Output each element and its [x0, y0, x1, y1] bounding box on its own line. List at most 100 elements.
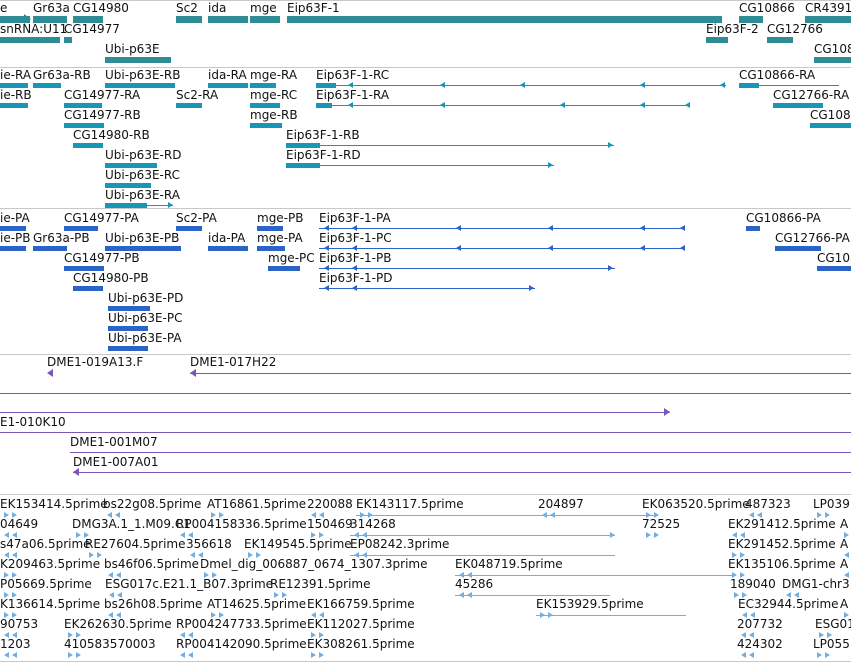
proteins-label[interactable]: mge-PB — [257, 211, 304, 225]
transcripts-feature[interactable] — [105, 183, 151, 188]
proteins-feature[interactable] — [0, 226, 26, 231]
proteins-feature[interactable] — [73, 286, 103, 291]
transcripts-feature[interactable] — [64, 123, 104, 128]
transcripts-feature[interactable] — [105, 203, 147, 208]
ests-label[interactable]: bs46f06.5prime — [104, 557, 200, 571]
ests-label[interactable]: EK291452.5prime — [728, 537, 836, 551]
transcripts-label[interactable]: mge-RB — [250, 108, 298, 122]
transcripts-label[interactable]: mge-RA — [250, 68, 298, 82]
proteins-feature[interactable] — [33, 246, 67, 251]
proteins-label[interactable]: CG14977-PA — [64, 211, 139, 225]
ests-label[interactable]: 150469 — [307, 517, 353, 531]
transcripts-label[interactable]: Eip63F-1-RC — [316, 68, 390, 82]
ests-label[interactable]: 487323 — [745, 497, 791, 511]
ests-label[interactable]: ESG017c.E21.1_B07.3prime — [105, 577, 274, 591]
ests-label[interactable]: RP004247733.5prime — [176, 617, 307, 631]
ests-label[interactable]: Dmel_dig_006887_0674_1307.3prime — [200, 557, 428, 571]
ests-label[interactable]: A — [840, 537, 849, 551]
ests-label[interactable]: EK112027.5prime — [307, 617, 415, 631]
ests-label[interactable]: EK048719.5prime — [455, 557, 563, 571]
ests-label[interactable]: EK308261.5prime — [307, 637, 415, 651]
transcripts-feature[interactable] — [208, 83, 248, 88]
transcripts-label[interactable]: Eip63F-1-RA — [316, 88, 390, 102]
genes-label[interactable]: mge — [250, 1, 277, 15]
proteins-feature[interactable] — [108, 346, 148, 351]
genes-feature[interactable] — [176, 16, 202, 23]
proteins-label[interactable]: CG108 — [817, 251, 851, 265]
proteins-label[interactable]: Eip63F-1-PD — [319, 271, 393, 285]
ests-label[interactable]: P05669.5prime — [0, 577, 92, 591]
genes-label[interactable]: CR4391 — [805, 1, 851, 15]
genes-label[interactable]: Ubi-p63E — [105, 42, 160, 56]
ests-label[interactable]: DMG1-chr3 — [782, 577, 850, 591]
ests-label[interactable]: 04649 — [0, 517, 39, 531]
ests-label[interactable]: EK143117.5prime — [356, 497, 464, 511]
genes-feature[interactable] — [64, 37, 72, 43]
ests-label[interactable]: EK262630.5prime — [64, 617, 172, 631]
ests-label[interactable]: EK135106.5prime — [728, 557, 836, 571]
genes-feature[interactable] — [73, 16, 103, 23]
transcripts-feature[interactable] — [250, 123, 282, 128]
genes-label[interactable]: ida — [208, 1, 227, 15]
proteins-label[interactable]: Ubi-p63E-PA — [108, 331, 182, 345]
ests-label[interactable]: EC32944.5prime — [738, 597, 839, 611]
ests-label[interactable]: RP004142090.5prime — [176, 637, 307, 651]
ests-label[interactable]: 314268 — [350, 517, 396, 531]
proteins-feature[interactable] — [64, 266, 104, 271]
proteins-label[interactable]: mge-PA — [257, 231, 303, 245]
proteins-label[interactable]: Sc2-PA — [176, 211, 217, 225]
ests-label[interactable]: EP08242.3prime — [350, 537, 450, 551]
genes-label[interactable]: Eip63F-2 — [706, 22, 759, 36]
genes-feature[interactable] — [814, 57, 851, 63]
proteins-feature[interactable] — [64, 226, 98, 231]
ests-label[interactable]: K209463.5prime — [0, 557, 101, 571]
proteins-feature[interactable] — [108, 306, 150, 311]
clones-label[interactable]: E1-010K10 — [0, 415, 66, 429]
proteins-feature[interactable] — [746, 226, 760, 231]
ests-label[interactable]: 356618 — [186, 537, 232, 551]
transcripts-feature[interactable] — [64, 103, 102, 108]
transcripts-feature[interactable] — [105, 83, 175, 88]
proteins-feature[interactable] — [105, 246, 181, 251]
proteins-label[interactable]: Gr63a-PB — [33, 231, 90, 245]
ests-label[interactable]: 410583570003 — [64, 637, 156, 651]
ests-label[interactable]: A — [840, 597, 849, 611]
genes-label[interactable]: CG10866 — [739, 1, 795, 15]
transcripts-feature[interactable] — [73, 143, 103, 148]
genes-feature[interactable] — [0, 37, 60, 43]
transcripts-label[interactable]: Ubi-p63E-RB — [105, 68, 181, 82]
proteins-label[interactable]: Ubi-p63E-PD — [108, 291, 184, 305]
transcripts-feature[interactable] — [316, 103, 332, 108]
transcripts-label[interactable]: Ubi-p63E-RA — [105, 188, 180, 202]
genes-feature[interactable] — [739, 16, 763, 23]
transcripts-label[interactable]: Ubi-p63E-RD — [105, 148, 182, 162]
ests-label[interactable]: bs26h08.5prime — [104, 597, 203, 611]
transcripts-label[interactable]: ida-RA — [208, 68, 247, 82]
genes-feature[interactable] — [105, 57, 171, 63]
genes-label[interactable]: Eip63F-1 — [287, 1, 340, 15]
ests-label[interactable]: 424302 — [737, 637, 783, 651]
transcripts-label[interactable]: CG10866-RA — [739, 68, 816, 82]
ests-label[interactable]: EK153929.5prime — [536, 597, 644, 611]
ests-label[interactable]: 90753 — [0, 617, 39, 631]
genes-feature[interactable] — [0, 16, 30, 23]
proteins-label[interactable]: CG14980-PB — [73, 271, 149, 285]
proteins-label[interactable]: ie-PA — [0, 211, 30, 225]
proteins-feature[interactable] — [0, 246, 26, 251]
transcripts-label[interactable]: Sc2-RA — [176, 88, 219, 102]
ests-label[interactable]: LP055 — [813, 637, 850, 651]
ests-label[interactable]: RE27604.5prime — [85, 537, 186, 551]
ests-label[interactable]: 72525 — [642, 517, 681, 531]
ests-label[interactable]: 207732 — [737, 617, 783, 631]
transcripts-feature[interactable] — [105, 163, 157, 168]
genes-feature[interactable] — [706, 37, 728, 43]
transcripts-feature[interactable] — [250, 83, 276, 88]
genes-feature[interactable] — [33, 16, 67, 23]
ests-label[interactable]: EK153414.5prime — [0, 497, 108, 511]
proteins-label[interactable]: mge-PC — [268, 251, 315, 265]
ests-label[interactable]: A — [840, 517, 849, 531]
ests-label[interactable]: A — [840, 557, 849, 571]
ests-label[interactable]: K136614.5prime — [0, 597, 101, 611]
transcripts-feature[interactable] — [773, 103, 823, 108]
